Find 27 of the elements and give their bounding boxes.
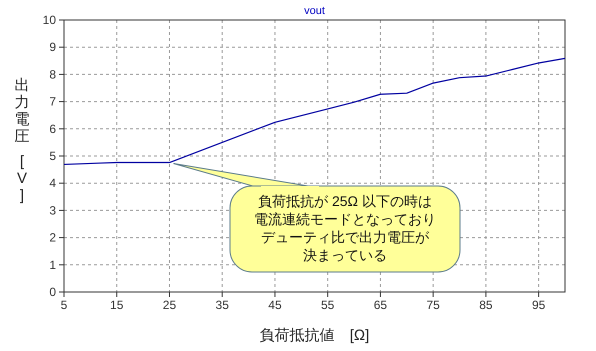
y-tick-label: 8 [49, 67, 56, 82]
y-tick-label: 9 [49, 40, 56, 54]
annotation: 負荷抵抗が 25Ω 以下の時は電流連続モードとなっておりデューティ比で出力電圧が決まっている [254, 193, 436, 263]
x-tick-label: 5 [60, 298, 68, 312]
y-tick-label: 6 [49, 122, 56, 136]
y-axis-title: 出力電圧 [V] [14, 77, 30, 204]
x-tick-label: 45 [268, 298, 282, 312]
chart-title: vout [304, 5, 325, 17]
x-tick-label: 25 [162, 298, 176, 312]
x-tick-label: 85 [479, 298, 493, 312]
y-tick-label: 7 [49, 94, 56, 109]
x-tick-label: 55 [321, 298, 335, 312]
x-tick-label: 75 [426, 298, 440, 312]
y-tick-label: 3 [49, 203, 56, 218]
x-tick-label: 35 [216, 298, 230, 312]
y-tick-label: 2 [49, 230, 56, 245]
x-tick-label: 95 [532, 298, 546, 312]
x-axis-title: 負荷抵抗値 [Ω] [260, 327, 370, 344]
y-tick-label: 5 [49, 149, 56, 163]
y-tick-label: 4 [49, 176, 56, 190]
y-tick-label: 10 [42, 13, 56, 27]
x-tick-label: 65 [374, 298, 388, 312]
y-tick-label: 0 [49, 285, 56, 299]
x-tick-label: 15 [110, 298, 124, 312]
line-series [63, 58, 566, 166]
y-tick-label: 1 [49, 258, 56, 272]
callout: 負荷抵抗が 25Ω 以下の時は電流連続モードとなっておりデューティ比で出力電圧が決まっている [172, 163, 460, 272]
